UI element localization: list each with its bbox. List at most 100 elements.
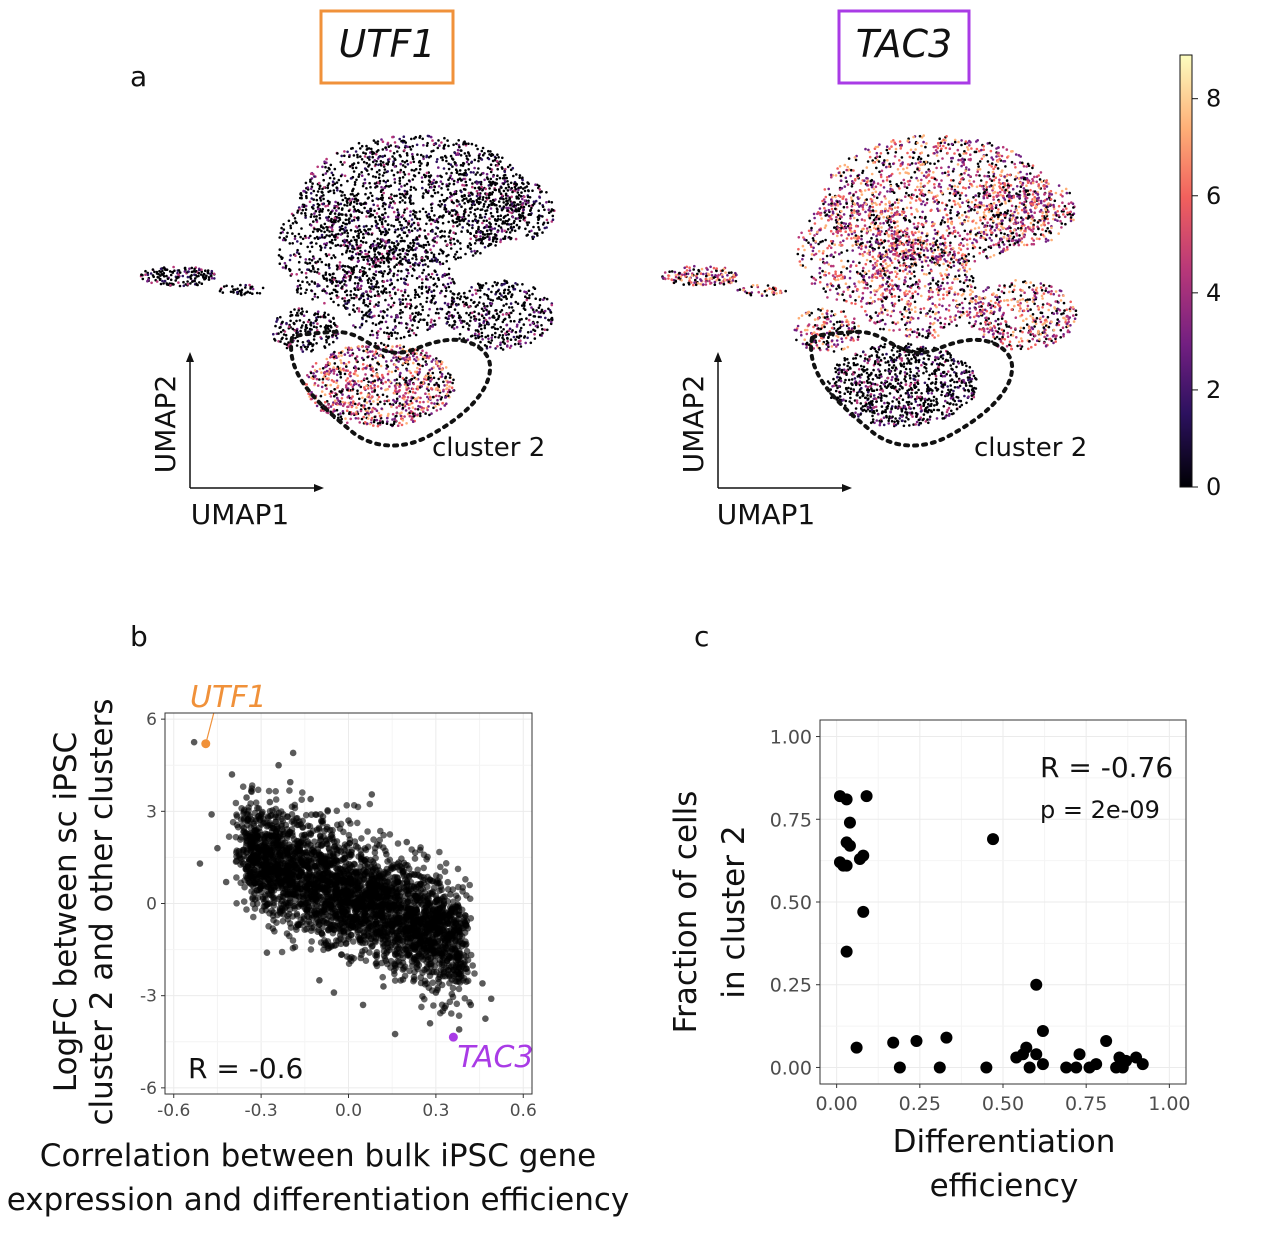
umap-cell <box>1008 191 1011 194</box>
umap-cell <box>404 305 407 309</box>
umap-cell <box>400 269 403 273</box>
umap-cell <box>357 216 360 220</box>
umap-cell <box>489 182 492 186</box>
umap-cell <box>1016 227 1020 230</box>
umap-cell <box>492 202 496 206</box>
umap-cell <box>165 274 168 278</box>
umap-cell <box>526 331 530 334</box>
umap-cell <box>955 258 958 262</box>
umap-cell <box>475 199 479 202</box>
umap-cell <box>279 231 283 235</box>
umap-cell <box>380 238 384 241</box>
umap-cell <box>361 255 365 259</box>
umap-cell <box>981 222 984 225</box>
umap-cell <box>386 279 389 283</box>
umap-cell <box>514 187 517 191</box>
umap-cell <box>465 154 468 158</box>
umap-cell <box>370 387 373 390</box>
umap-cell <box>399 168 403 172</box>
umap-cell <box>299 345 303 349</box>
umap-cell <box>372 272 376 276</box>
umap-cell <box>551 214 555 218</box>
umap-cell <box>917 221 920 225</box>
umap-cell <box>369 295 373 299</box>
umap-cell <box>377 301 381 304</box>
umap-cell <box>344 417 347 420</box>
umap-cell <box>461 183 464 187</box>
umap-cell <box>309 323 312 326</box>
umap-cell <box>371 244 374 248</box>
umap-cell <box>400 321 403 325</box>
umap-cell <box>478 286 482 290</box>
umap-cell <box>496 210 499 214</box>
umap-cell <box>376 361 379 365</box>
umap-cell <box>950 156 953 160</box>
umap-cell <box>407 294 410 298</box>
umap-cell <box>414 261 417 265</box>
umap-cell <box>502 182 506 186</box>
umap-cell <box>994 176 998 179</box>
umap-cell <box>398 421 401 425</box>
umap-cell <box>349 177 353 180</box>
umap-cell <box>531 292 534 296</box>
umap-cell <box>418 134 422 138</box>
umap-cell <box>353 194 356 198</box>
umap-cell <box>333 204 336 208</box>
umap-cell <box>451 165 454 168</box>
umap-cell <box>379 261 382 264</box>
umap-cell <box>371 155 375 159</box>
umap-cell <box>332 278 336 281</box>
umap-cell <box>502 216 506 220</box>
umap-cell <box>434 142 437 145</box>
umap-cell <box>357 141 361 145</box>
umap-cell <box>367 380 370 384</box>
umap-cell <box>380 185 383 189</box>
umap-cell <box>986 174 989 178</box>
umap-cell <box>356 256 360 260</box>
umap-cell <box>445 393 449 396</box>
umap-cell <box>320 233 324 237</box>
umap-cell <box>545 191 548 194</box>
umap-cell <box>398 176 402 180</box>
umap-cell <box>485 293 489 297</box>
umap-cell <box>291 232 294 235</box>
umap-cell <box>383 227 387 231</box>
umap-cell <box>499 160 502 163</box>
umap-cell <box>471 219 475 223</box>
umap-cell <box>496 281 499 285</box>
umap-cell <box>360 251 364 254</box>
umap-cell <box>977 192 980 195</box>
umap-cell <box>485 196 488 200</box>
umap-cell <box>343 265 347 268</box>
umap-cell <box>952 226 956 229</box>
umap-cell <box>347 256 351 260</box>
umap-cell <box>363 421 367 424</box>
umap-cell <box>315 377 319 381</box>
umap-cell <box>340 361 343 365</box>
umap-cell <box>443 272 447 276</box>
umap-cell <box>313 295 317 298</box>
umap-cell <box>418 234 421 238</box>
panel-a: a UTF1 cluster 2 UMAP2 UMAP1 TAC3 cluste… <box>130 9 1221 531</box>
umap-cell <box>392 422 396 426</box>
umap-cell <box>421 271 424 275</box>
umap-cell <box>508 231 512 234</box>
umap-cell <box>442 199 445 202</box>
umap-cell <box>374 356 377 360</box>
umap-cell <box>532 225 535 229</box>
umap-cell <box>363 167 367 170</box>
umap-cell <box>445 312 449 316</box>
umap-cell <box>353 200 356 204</box>
umap-cell <box>371 199 374 202</box>
umap-cell <box>324 324 328 327</box>
umap-cell <box>403 239 406 243</box>
umap-cell <box>462 177 465 181</box>
umap-cell <box>524 341 527 345</box>
umap-cell <box>504 214 507 218</box>
umap-cell <box>325 157 328 161</box>
umap-cell <box>467 214 471 217</box>
umap-cell <box>383 171 386 175</box>
umap-cell <box>182 280 185 284</box>
umap-cell <box>456 224 459 228</box>
umap-cell <box>383 154 387 158</box>
